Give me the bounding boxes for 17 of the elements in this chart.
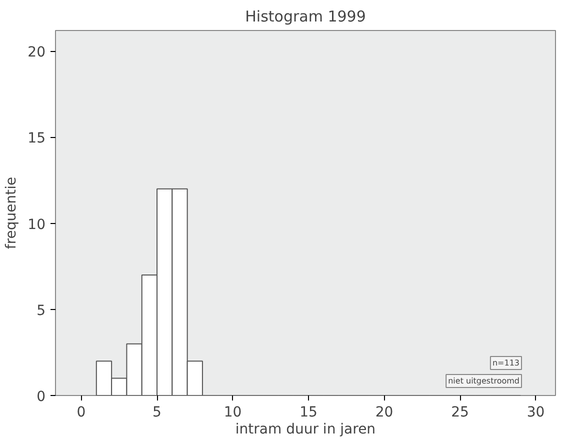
x-tick-label: 10 — [224, 404, 242, 420]
x-tick-label: 15 — [300, 404, 318, 420]
x-tick-label: 20 — [375, 404, 394, 420]
chart-title: Histogram 1999 — [245, 8, 366, 26]
y-tick-label: 10 — [28, 216, 46, 233]
x-axis-title: intram duur in jaren — [235, 422, 376, 438]
x-tick-label: 25 — [451, 404, 469, 420]
y-tick-label: 0 — [36, 389, 46, 405]
y-tick-label: 15 — [28, 130, 46, 147]
y-axis-title: frequentie — [4, 176, 20, 250]
annotation: n=113 — [492, 358, 520, 368]
annotation: niet uitgestroomd — [448, 376, 520, 386]
x-tick-label: 5 — [152, 404, 162, 420]
x-tick-label: 0 — [76, 404, 86, 420]
y-tick-label: 5 — [36, 302, 46, 319]
x-tick-label: 30 — [526, 404, 545, 420]
y-tick-label: 20 — [28, 44, 46, 61]
